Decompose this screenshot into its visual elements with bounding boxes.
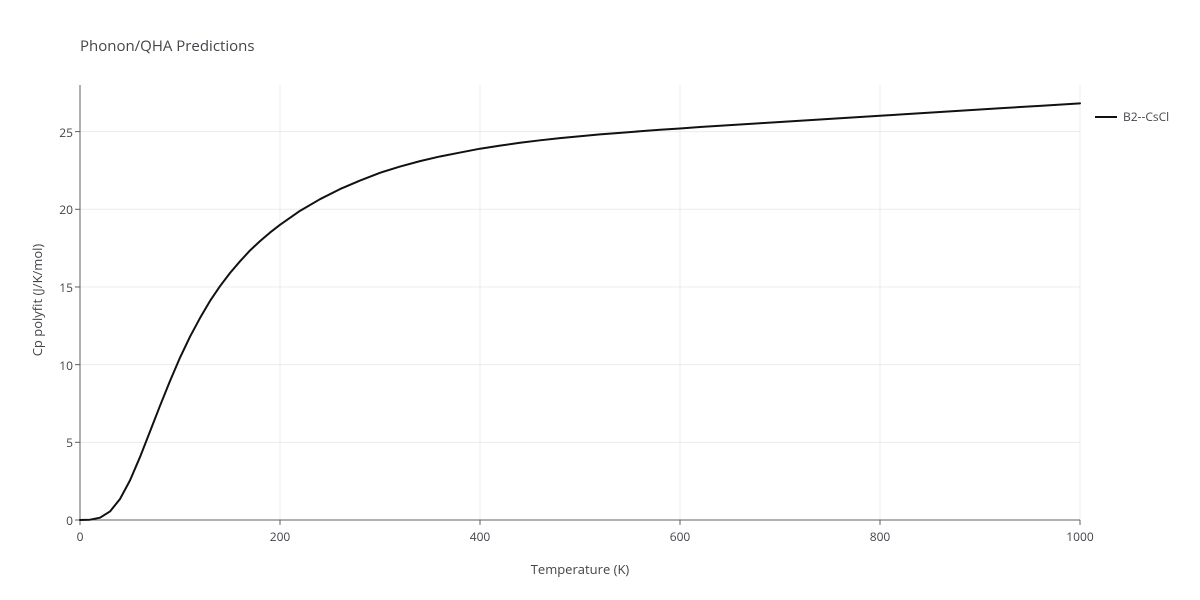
y-tick-label: 15 xyxy=(45,279,73,296)
x-tick-label: 800 xyxy=(865,528,895,545)
legend-swatch xyxy=(1095,116,1117,118)
y-tick-label: 5 xyxy=(45,434,73,451)
x-tick-label: 400 xyxy=(465,528,495,545)
legend-label: B2--CsCl xyxy=(1123,108,1169,125)
x-tick-label: 1000 xyxy=(1065,528,1095,545)
y-tick-label: 10 xyxy=(45,357,73,374)
legend: B2--CsCl xyxy=(1095,108,1169,125)
x-tick-label: 200 xyxy=(265,528,295,545)
chart-plot xyxy=(0,0,1200,600)
y-tick-label: 0 xyxy=(45,512,73,529)
y-tick-label: 20 xyxy=(45,201,73,218)
x-tick-label: 0 xyxy=(65,528,95,545)
y-tick-label: 25 xyxy=(45,124,73,141)
x-tick-label: 600 xyxy=(665,528,695,545)
